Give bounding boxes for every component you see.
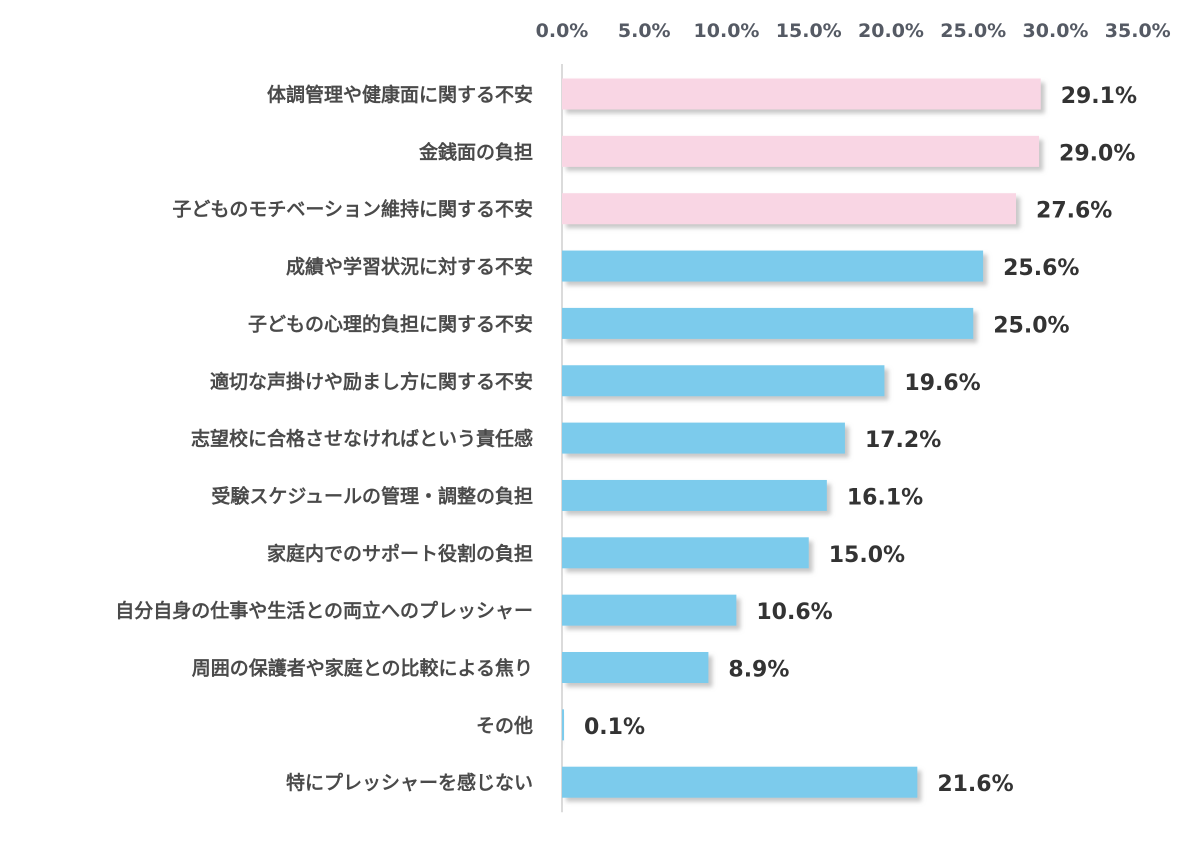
category-label: 金銭面の負担 (418, 140, 533, 163)
x-axis-ticks: 0.0% 5.0% 10.0% 15.0% 20.0% 25.0% 30.0% 35.0% (536, 20, 1171, 42)
bar (562, 422, 845, 454)
category-label: 成績や学習状況に対する不安 (286, 255, 533, 278)
category-label: 家庭内でのサポート役割の負担 (267, 542, 533, 565)
value-label: 29.1% (1061, 84, 1137, 109)
bar (562, 250, 984, 282)
value-label: 15.0% (829, 543, 905, 568)
value-label: 16.1% (847, 485, 923, 510)
category-label: 自分自身の仕事や生活との両立へのプレッシャー (115, 599, 533, 622)
x-tick-label: 10.0% (694, 20, 760, 42)
x-tick-label: 30.0% (1023, 20, 1089, 42)
value-label: 8.9% (728, 658, 789, 683)
x-tick-label: 15.0% (776, 20, 842, 42)
value-label: 19.6% (904, 371, 980, 396)
category-label: 子どものモチベーション維持に関する不安 (172, 198, 533, 221)
category-label: 特にプレッシャーを感じない (286, 771, 533, 794)
bar (562, 766, 918, 798)
category-label: 周囲の保護者や家庭との比較による焦り (192, 657, 533, 680)
bar (562, 135, 1040, 167)
category-label: 体調管理や健康面に関する不安 (267, 83, 533, 106)
bar (562, 307, 974, 339)
bar (562, 479, 827, 511)
category-label: 子どもの心理的負担に関する不安 (248, 312, 533, 335)
category-label: 受験スケジュールの管理・調整の負担 (211, 484, 533, 507)
bar (562, 78, 1041, 110)
value-label: 0.1% (584, 715, 645, 740)
value-labels: 29.1% 29.0% 27.6% 25.6% 25.0% 19.6% 17.2% 16.1%… (584, 84, 1137, 797)
bar (562, 594, 737, 626)
value-label: 29.0% (1059, 141, 1135, 166)
bar (562, 193, 1017, 225)
value-label: 25.0% (993, 313, 1069, 338)
x-tick-label: 20.0% (858, 20, 924, 42)
bar (562, 365, 885, 397)
bars (562, 78, 1041, 798)
value-label: 27.6% (1036, 199, 1112, 224)
x-tick-label: 25.0% (940, 20, 1006, 42)
value-label: 25.6% (1003, 256, 1079, 281)
x-tick-label: 5.0% (618, 20, 671, 42)
x-tick-label: 35.0% (1105, 20, 1171, 42)
bar (562, 652, 709, 683)
value-label: 21.6% (937, 772, 1013, 797)
value-label: 10.6% (756, 600, 832, 625)
category-label: 志望校に合格させなければという責任感 (191, 427, 533, 450)
category-labels: 体調管理や健康面に関する不安金銭面の負担子どものモチベーション維持に関する不安成… (115, 83, 533, 794)
bar (562, 537, 809, 569)
category-label: 適切な声掛けや励まし方に関する不安 (210, 370, 533, 393)
x-tick-label: 0.0% (536, 20, 589, 42)
value-label: 17.2% (865, 428, 941, 453)
bar (562, 709, 564, 741)
category-label: その他 (476, 714, 533, 737)
